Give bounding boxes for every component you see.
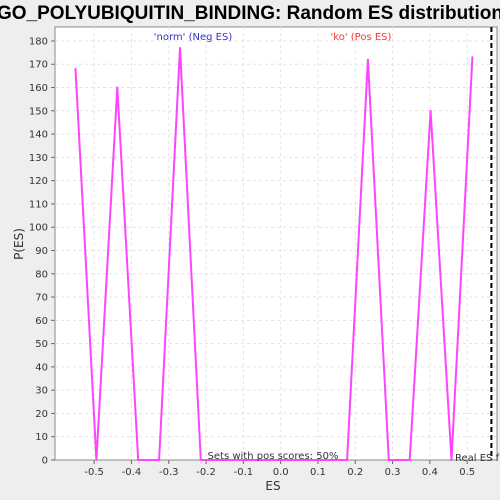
y-tick-label: 0 [42,456,48,467]
y-tick-label: 140 [29,130,48,141]
data-point [304,459,307,461]
data-point [220,459,223,461]
y-tick-label: 80 [35,269,48,280]
y-tick-label: 160 [29,83,48,94]
y-axis-label: P(ES) [12,228,26,260]
x-tick-label: 0.4 [422,467,438,478]
data-point [429,109,432,112]
data-point [116,86,119,89]
data-point [74,67,77,70]
data-point [262,459,265,461]
x-tick-label: 0.2 [347,467,363,478]
data-point [241,459,244,461]
y-tick-label: 130 [29,153,48,164]
y-tick-label: 70 [35,293,48,304]
x-tick-label: 0.5 [459,467,475,478]
y-tick-label: 180 [29,36,48,47]
series-line [74,47,474,461]
x-tick-label: -0.4 [122,467,142,478]
x-tick-label: -0.1 [234,467,254,478]
data-point [471,56,474,59]
y-tick-label: 170 [29,60,48,71]
y-tick-label: 90 [35,246,48,257]
data-point [387,459,390,461]
x-axis-label: ES [265,479,280,493]
x-tick-label: -0.2 [196,467,216,478]
y-tick-label: 50 [35,339,48,350]
data-point [408,459,411,461]
plot-area [54,26,498,461]
neg-es-label: 'norm' (Neg ES) [154,32,233,43]
x-tick-label: 0.3 [385,467,401,478]
pos-scores-label: Sets with pos scores: 50% [208,451,339,462]
y-tick-label: 60 [35,316,48,327]
y-tick-label: 110 [29,199,48,210]
y-tick-label: 150 [29,106,48,117]
y-tick-label: 100 [29,223,48,234]
y-tick-label: 20 [35,409,48,420]
grid [55,27,497,460]
x-tick-label: -0.3 [159,467,179,478]
y-tick-label: 30 [35,386,48,397]
real-es-label: Real ES f [455,453,500,464]
chart-title: GO_POLYUBIQUITIN_BINDING: Random ES dist… [0,3,500,24]
data-point [346,459,349,461]
data-point [199,459,202,461]
data-point [325,459,328,461]
series-layer [74,46,474,461]
data-point [450,459,453,461]
x-tick-label: 0.1 [310,467,326,478]
y-tick-label: 10 [35,432,48,443]
data-point [137,459,140,461]
pos-es-label: 'ko' (Pos ES) [331,32,392,43]
data-point [178,46,181,49]
y-tick-label: 40 [35,362,48,373]
y-tick-label: 120 [29,176,48,187]
axes: 0 10 20 30 40 50 60 70 80 90 100 110 120 130 140 150 160… [29,36,475,478]
x-tick-label: -0.5 [84,467,104,478]
data-point [95,459,98,461]
data-point [283,459,286,461]
data-point [366,58,369,61]
x-tick-label: 0.0 [273,467,289,478]
data-point [158,459,161,461]
